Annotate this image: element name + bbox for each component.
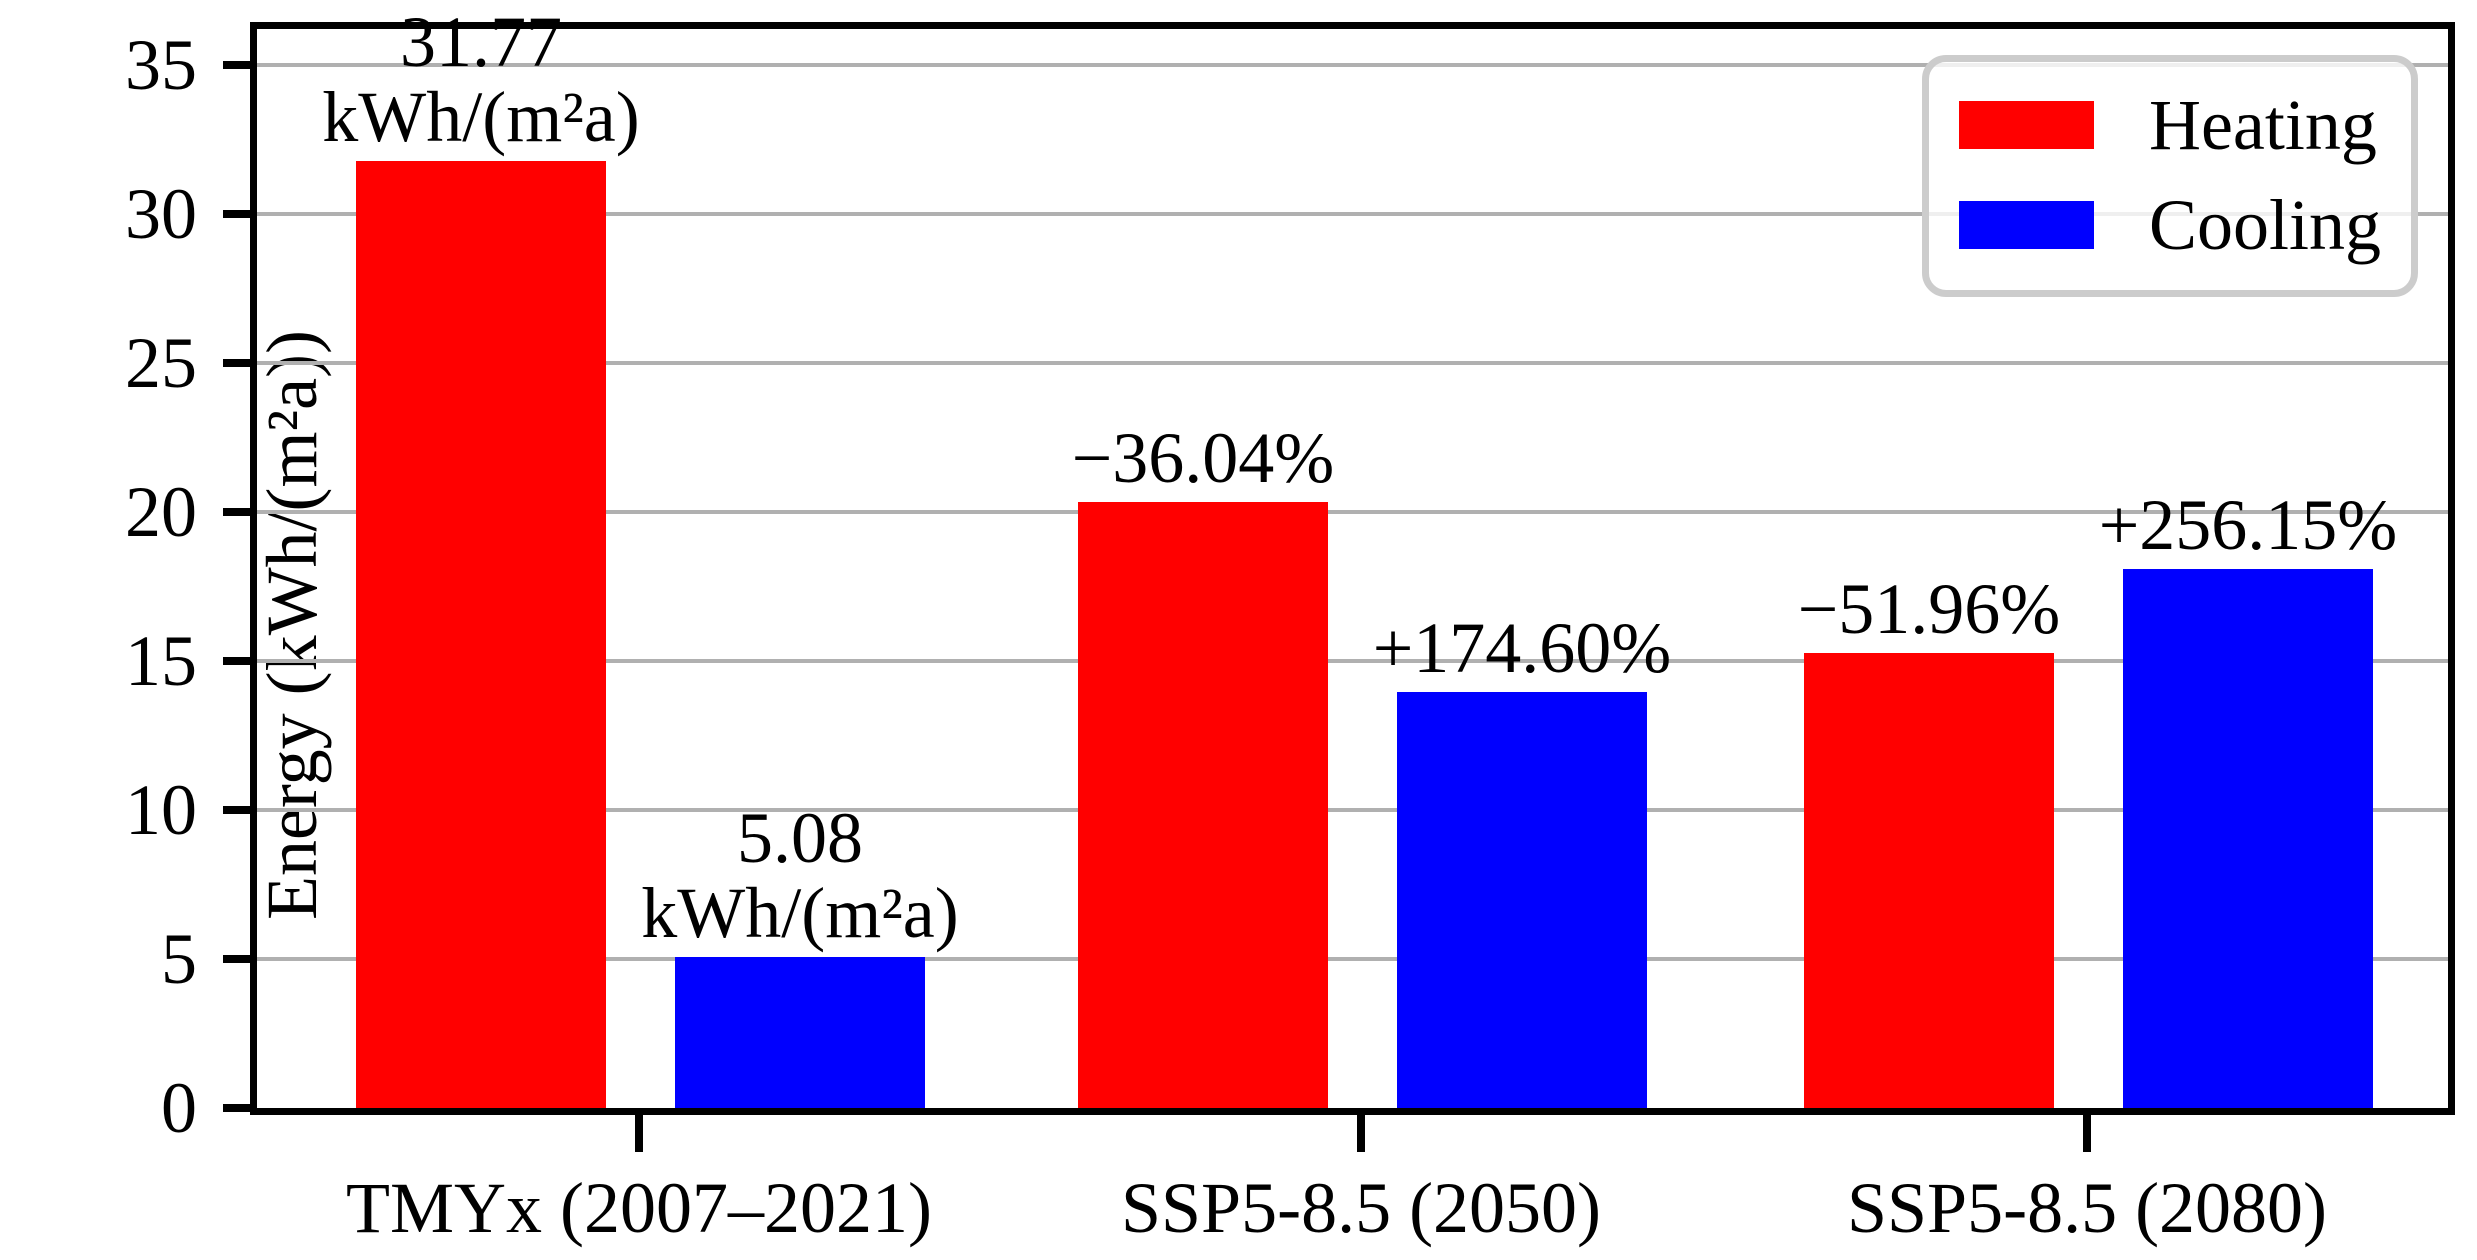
y-tick-label-20: 20 <box>125 472 197 552</box>
y-tick-mark-15 <box>223 657 257 665</box>
y-tick-label-25: 25 <box>125 323 197 403</box>
plot-area: Energy (kWh/(m²a)) 31.77 kWh/(m²a) −36.04%… <box>125 5 2455 1248</box>
y-tick-label-35: 35 <box>125 25 197 105</box>
bar-annotation-cooling-1: +174.60% <box>1373 611 1672 686</box>
y-axis-label: Energy (kWh/(m²a)) <box>252 329 332 921</box>
bar-cooling-0 <box>675 956 925 1108</box>
y-tick-label-5: 5 <box>161 919 197 999</box>
bar-annotation-line: −51.96% <box>1797 569 2061 650</box>
bar-annotation-line: 31.77 <box>400 2 562 83</box>
x-tick-label-2: SSP5-8.5 (2080) <box>1846 1168 2328 1248</box>
bar-annotation-line: 5.08 <box>737 797 863 878</box>
legend-swatch-cooling <box>1958 201 2094 249</box>
gridline-10 <box>257 808 2448 812</box>
bar-annotation-heating-0: 31.77 kWh/(m²a) <box>322 5 639 155</box>
bar-annotation-line: kWh/(m²a) <box>322 77 640 158</box>
y-tick-label-15: 15 <box>125 621 197 701</box>
gridline-35 <box>257 63 2448 67</box>
gridline-25 <box>257 361 2448 365</box>
x-tick-mark-1 <box>1357 1115 1365 1152</box>
x-tick-mark-0 <box>635 1115 643 1152</box>
y-tick-label-10: 10 <box>125 770 197 850</box>
legend-label-heating: Heating <box>2148 85 2377 165</box>
bar-cooling-1 <box>1397 692 1647 1108</box>
legend: Heating Cooling <box>1921 55 2418 297</box>
gridline-15 <box>257 659 2448 663</box>
legend-label-cooling: Cooling <box>2148 185 2381 265</box>
bar-cooling-2 <box>2123 568 2373 1108</box>
bar-annotation-heating-2: −51.96% <box>1798 572 2061 647</box>
legend-entry-heating: Heating <box>1958 80 2381 170</box>
gridline-5 <box>257 957 2448 961</box>
x-tick-label-1: SSP5-8.5 (2050) <box>1120 1168 1602 1248</box>
y-tick-mark-25 <box>223 359 257 367</box>
bar-annotation-line: +256.15% <box>2098 484 2398 565</box>
y-tick-mark-0 <box>223 1104 257 1112</box>
y-tick-mark-30 <box>223 210 257 218</box>
y-tick-mark-35 <box>223 61 257 69</box>
bar-heating-1 <box>1078 502 1328 1108</box>
bar-annotation-line: −36.04% <box>1071 418 1335 499</box>
y-tick-mark-20 <box>223 508 257 516</box>
gridline-30 <box>257 212 2448 216</box>
gridline-20 <box>257 510 2448 514</box>
bar-annotation-cooling-0: 5.08 kWh/(m²a) <box>641 797 959 953</box>
bar-annotation-heating-1: −36.04% <box>1072 421 1335 496</box>
x-tick-label-0: TMYx (2007–2021) <box>346 1168 932 1248</box>
x-tick-mark-2 <box>2083 1115 2091 1152</box>
bar-annotation-line: +174.60% <box>1372 608 1672 689</box>
y-tick-label-30: 30 <box>125 174 197 254</box>
legend-entry-cooling: Cooling <box>1958 180 2381 270</box>
y-tick-mark-10 <box>223 806 257 814</box>
bar-annotation-line: kWh/(m²a) <box>641 872 959 953</box>
legend-swatch-heating <box>1958 101 2094 149</box>
bar-heating-2 <box>1804 653 2054 1108</box>
bar-annotation-cooling-2: +256.15% <box>2098 484 2398 565</box>
bar-heating-0 <box>356 161 606 1108</box>
y-tick-mark-5 <box>223 955 257 963</box>
y-tick-label-0: 0 <box>161 1068 197 1148</box>
